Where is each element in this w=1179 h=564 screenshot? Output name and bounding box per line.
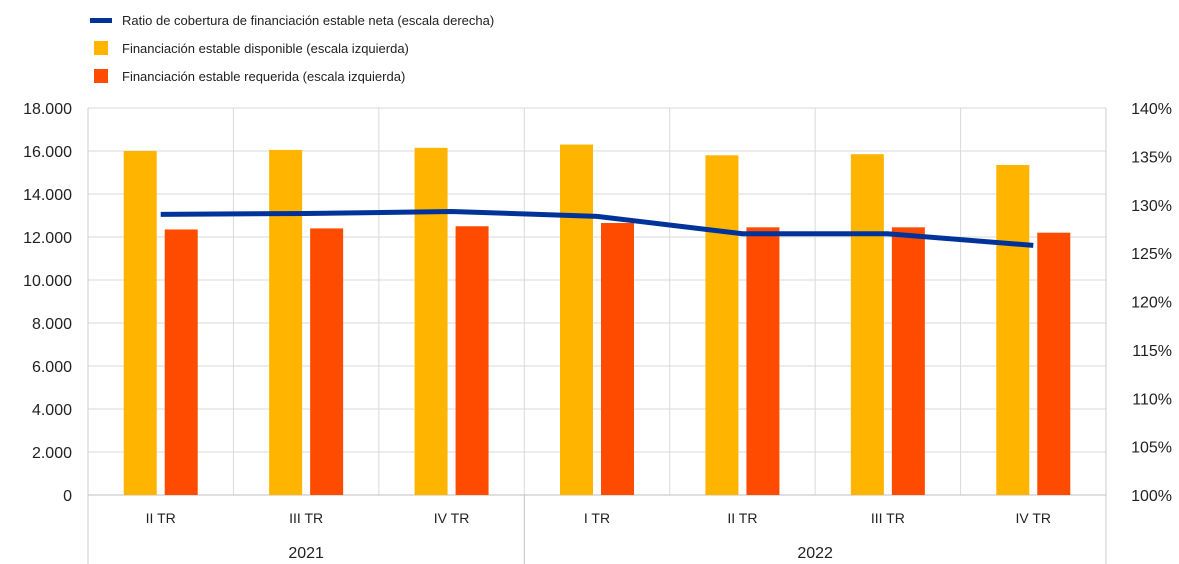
- bar-disponible: [414, 147, 448, 495]
- y-tick-right: 135%: [1131, 149, 1172, 166]
- y-tick-right: 125%: [1131, 246, 1172, 263]
- x-tick-label: IV TR: [434, 510, 470, 526]
- x-tick-label: I TR: [584, 510, 610, 526]
- bar-requerida: [601, 223, 634, 495]
- legend-bar2-label: Financiación estable requerida (escala i…: [122, 68, 406, 84]
- bar-requerida: [455, 226, 489, 495]
- y-tick-left: 2.000: [32, 445, 72, 462]
- bar-requerida: [310, 228, 344, 495]
- y-tick-left: 10.000: [23, 273, 72, 290]
- y-tick-left: 0: [63, 488, 72, 505]
- y-tick-left: 14.000: [23, 187, 72, 204]
- y-tick-left: 16.000: [23, 144, 72, 161]
- legend: Ratio de cobertura de financiación estab…: [90, 6, 494, 90]
- y-tick-right: 130%: [1131, 198, 1172, 215]
- x-tick-label: II TR: [146, 510, 176, 526]
- bar-disponible: [269, 149, 303, 496]
- x-tick-label: II TR: [727, 510, 757, 526]
- bar-disponible: [560, 144, 593, 496]
- y-tick-left: 12.000: [23, 230, 72, 247]
- x-tick-label: III TR: [289, 510, 323, 526]
- y-tick-right: 115%: [1132, 343, 1172, 360]
- bar-requerida: [746, 227, 780, 495]
- x-tick-label: IV TR: [1016, 510, 1052, 526]
- legend-item-line: Ratio de cobertura de financiación estab…: [90, 6, 494, 34]
- bar-disponible: [123, 151, 157, 495]
- bar-requerida: [1037, 232, 1071, 495]
- bar-requerida: [891, 227, 925, 495]
- y-tick-left: 8.000: [32, 316, 72, 333]
- legend-bar2-swatch: [94, 69, 108, 83]
- bar-disponible: [996, 164, 1030, 495]
- y-tick-left: 6.000: [32, 359, 72, 376]
- y-tick-left: 18.000: [23, 101, 72, 118]
- legend-line-label: Ratio de cobertura de financiación estab…: [122, 12, 495, 28]
- legend-item-bar2: Financiación estable requerida (escala i…: [90, 62, 494, 90]
- legend-bar1-label: Financiación estable disponible (escala …: [122, 40, 409, 56]
- bar-disponible: [850, 154, 884, 495]
- y-tick-left: 4.000: [32, 402, 72, 419]
- legend-line-swatch: [90, 17, 112, 23]
- y-tick-right: 100%: [1131, 488, 1172, 505]
- legend-bar1-swatch: [94, 41, 108, 55]
- y-tick-right: 105%: [1131, 440, 1172, 457]
- legend-item-bar1: Financiación estable disponible (escala …: [90, 34, 494, 62]
- y-tick-right: 120%: [1131, 295, 1172, 312]
- x-tick-label: III TR: [871, 510, 905, 526]
- bar-requerida: [164, 229, 198, 495]
- x-group-label: 2022: [797, 545, 833, 562]
- x-group-label: 2021: [288, 545, 324, 562]
- bar-disponible: [705, 155, 739, 496]
- y-tick-right: 140%: [1131, 101, 1172, 118]
- y-tick-right: 110%: [1132, 391, 1172, 408]
